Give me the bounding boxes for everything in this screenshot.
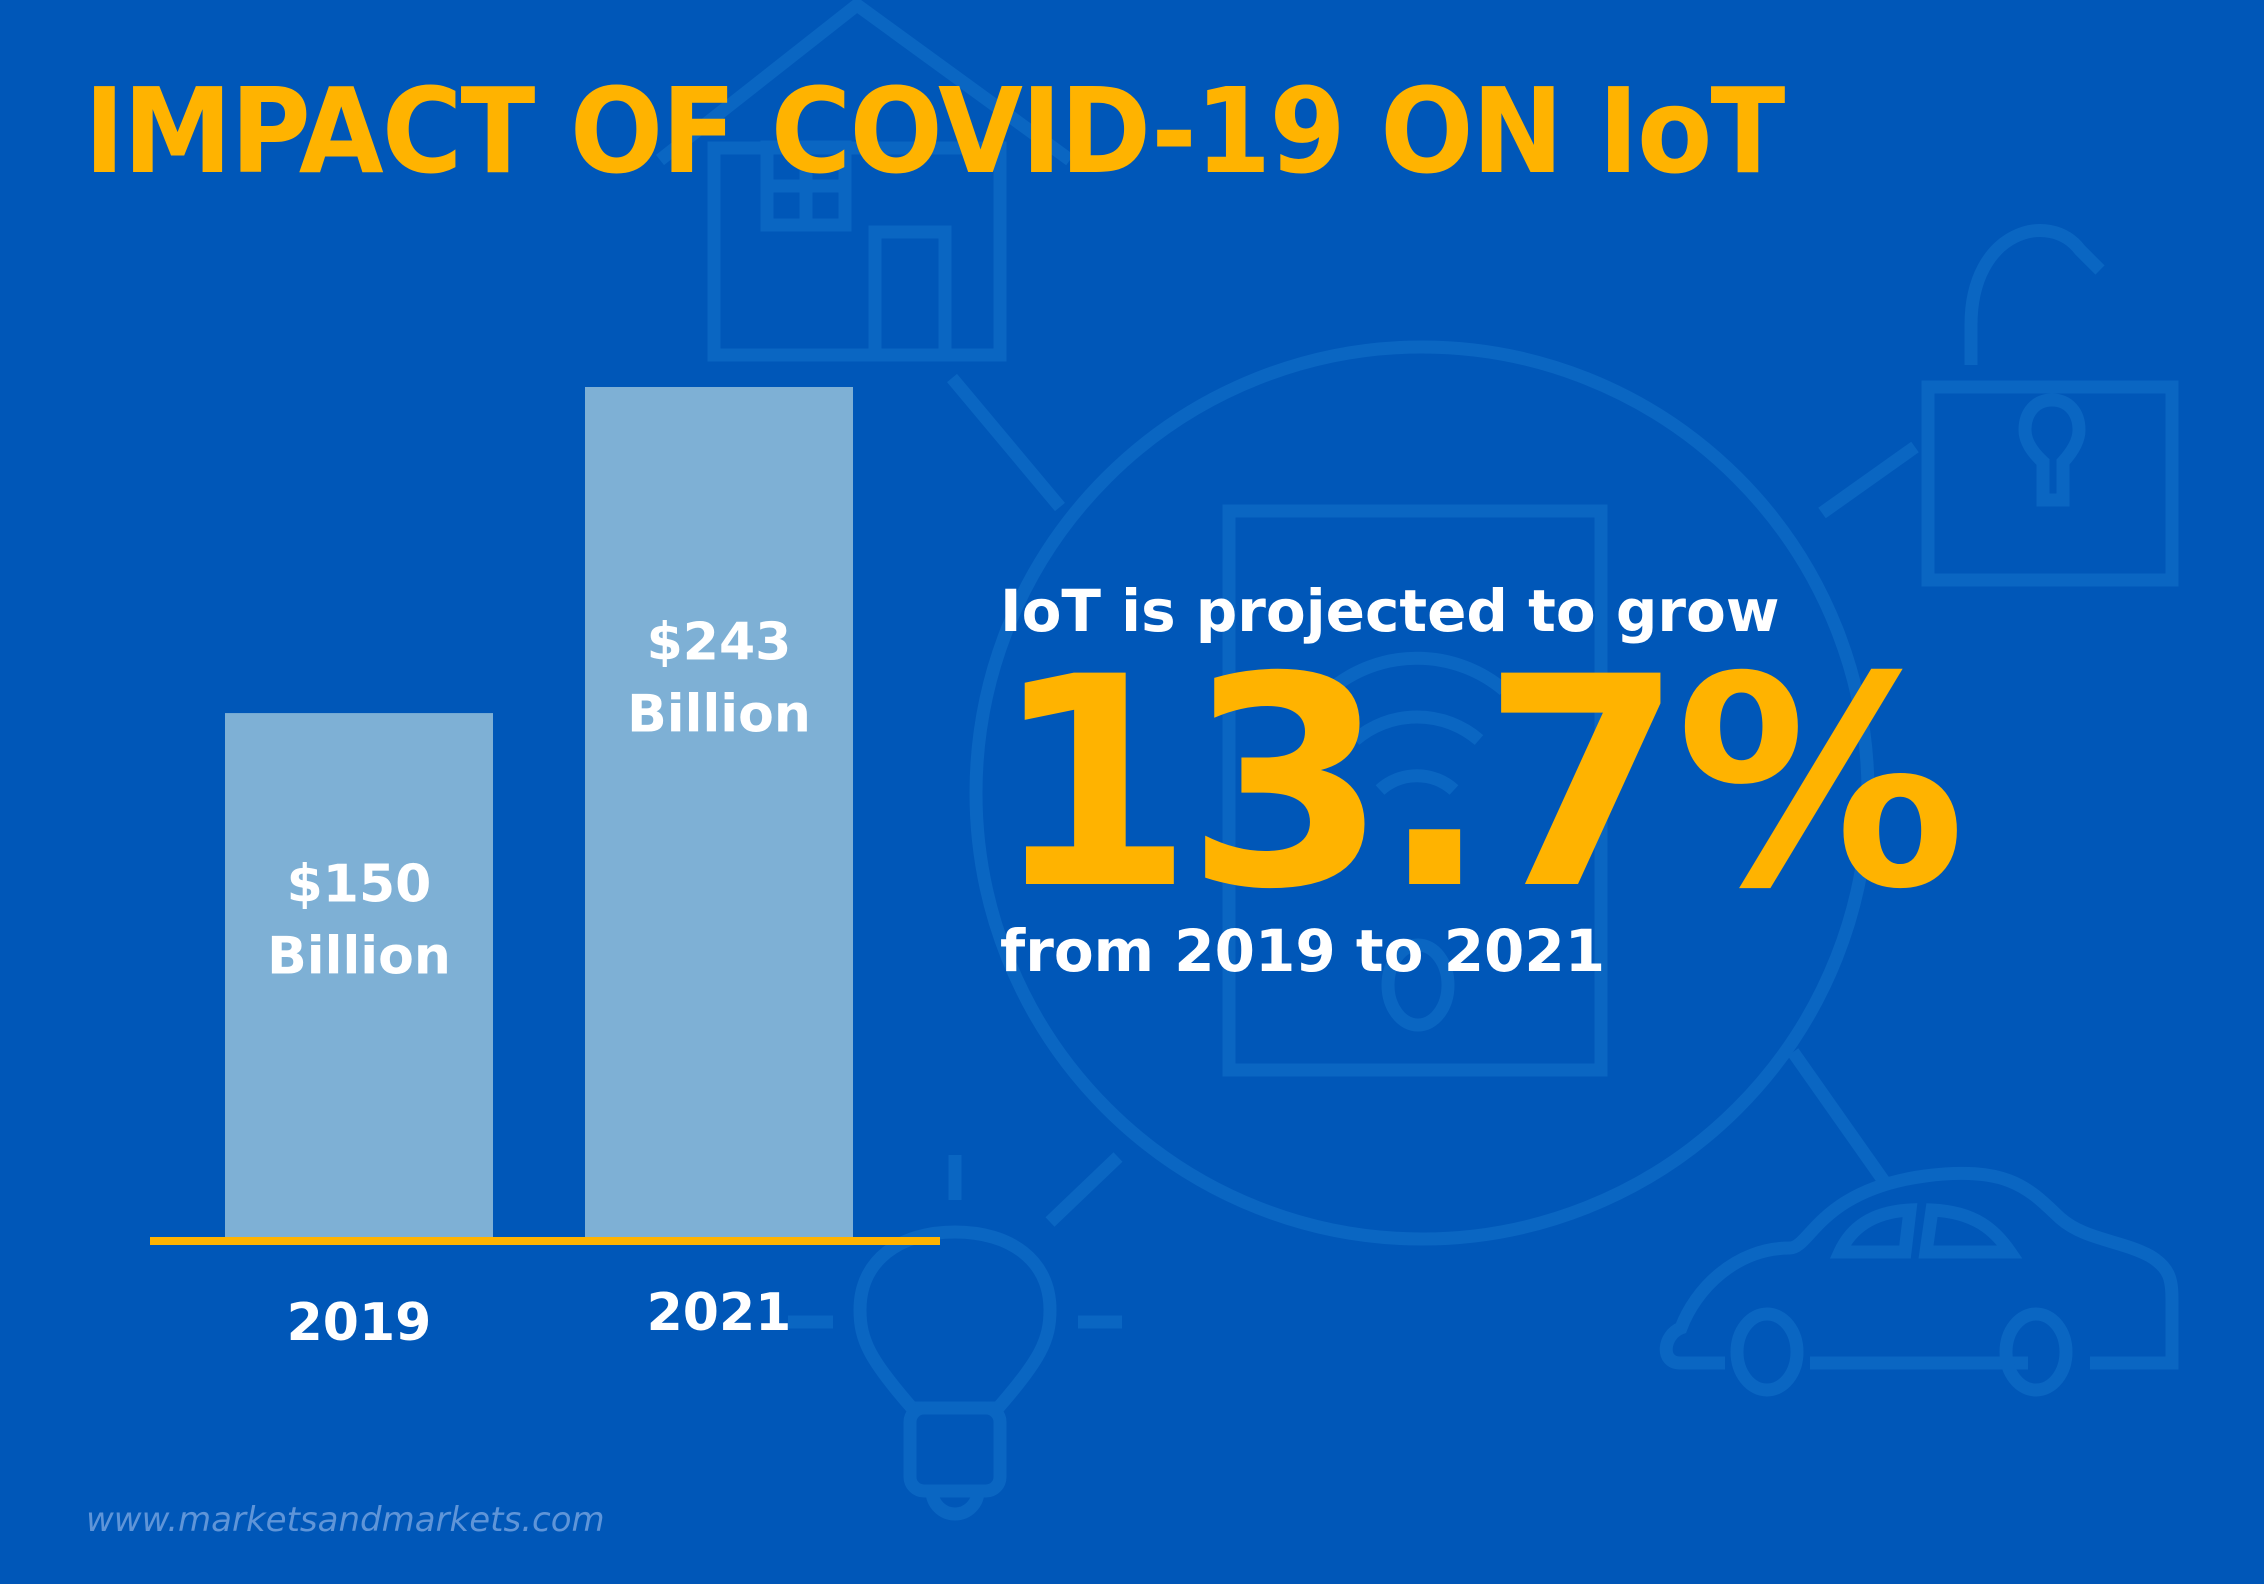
bar-value-label: $150: [287, 854, 432, 914]
connector-line-bulb: [1045, 1152, 1123, 1227]
connector-line-house: [947, 373, 1065, 512]
bar-2021: [585, 387, 853, 1239]
hub-circle: [969, 340, 1875, 1246]
car-icon: [1659, 1166, 2179, 1397]
smartphone-wifi-icon: [1222, 504, 1608, 1077]
projection-lead-text: IoT is projected to grow: [1000, 577, 1780, 645]
category-label-2021: 2021: [647, 1283, 792, 1343]
house-icon: [655, 0, 1074, 362]
bar-2019: [225, 713, 493, 1239]
connector-line-car: [1787, 1048, 1894, 1191]
bar-unit-label: Billion: [627, 685, 811, 745]
category-label-2019: 2019: [287, 1293, 432, 1353]
bar-unit-label: Billion: [267, 926, 451, 986]
page-title: IMPACT OF COVID-19 ON IoT: [84, 62, 1785, 200]
lightbulb-icon: [788, 1155, 1122, 1521]
padlock-icon: [1921, 224, 2179, 587]
connector-line-lock: [1818, 441, 1919, 519]
bar-value-label: $243: [647, 613, 792, 673]
chart-baseline: [150, 1237, 940, 1245]
projection-growth-value: 13.7%: [992, 616, 1966, 953]
footer-url: www.marketsandmarkets.com: [86, 1500, 605, 1540]
projection-period-text: from 2019 to 2021: [1000, 917, 1606, 985]
